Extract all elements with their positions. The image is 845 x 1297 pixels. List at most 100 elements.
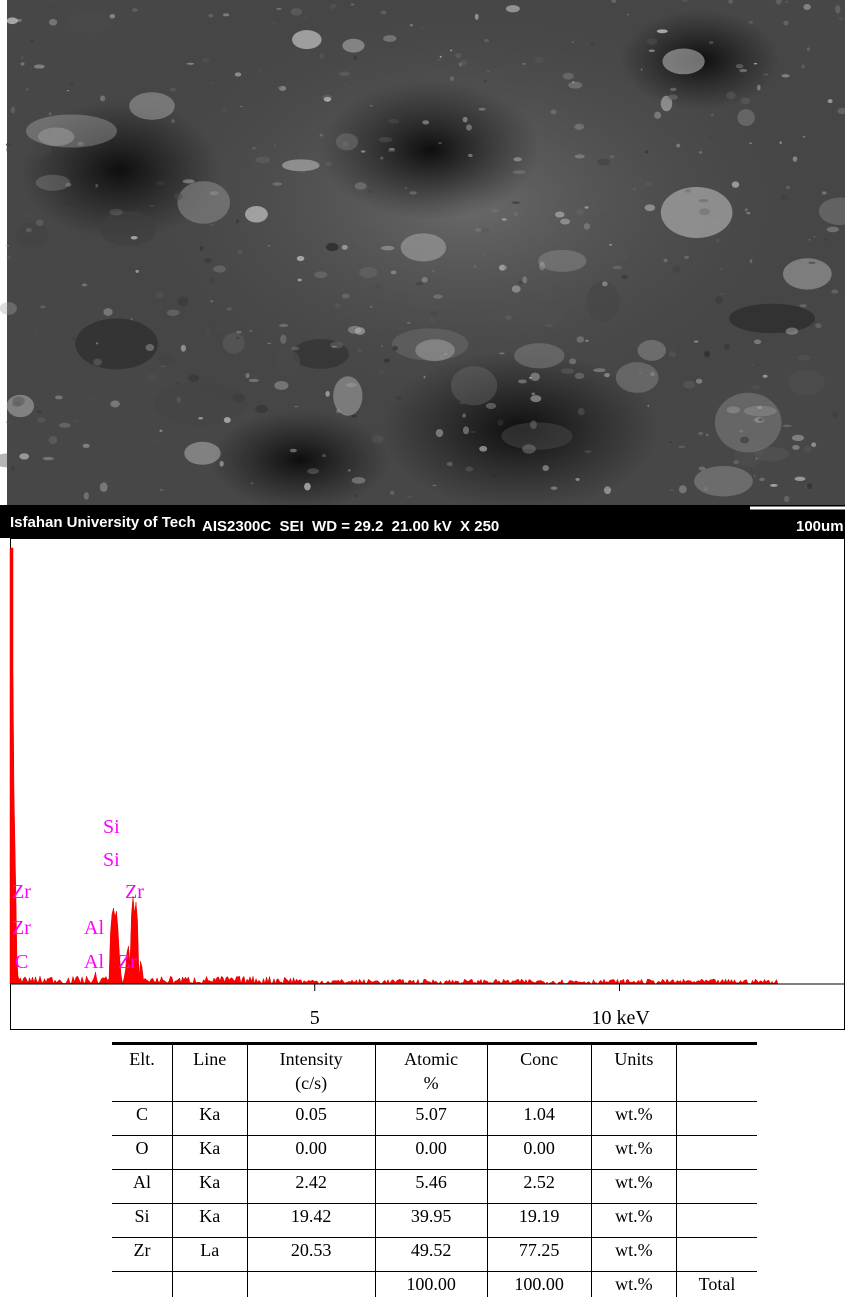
texture xyxy=(715,296,723,305)
texture xyxy=(226,307,232,311)
texture xyxy=(474,13,479,20)
texture xyxy=(304,482,311,491)
table-row: Zr La 20.53 49.52 77.25 wt.% xyxy=(112,1237,757,1272)
texture xyxy=(248,330,253,332)
texture xyxy=(709,135,713,139)
figure: Isfahan University of Tech AIS2300C SEI … xyxy=(0,0,845,1030)
texture xyxy=(222,13,230,17)
texture xyxy=(802,136,806,138)
texture xyxy=(169,87,177,92)
texture xyxy=(132,8,138,12)
texture xyxy=(351,477,366,484)
texture xyxy=(151,439,160,444)
texture xyxy=(763,73,769,76)
table-cell: 20.53 xyxy=(246,1237,376,1272)
texture xyxy=(99,95,106,102)
texture xyxy=(11,465,15,471)
texture xyxy=(531,392,536,396)
texture xyxy=(585,339,589,342)
texture xyxy=(37,127,75,146)
texture xyxy=(96,342,99,345)
texture xyxy=(73,420,78,423)
texture xyxy=(388,147,395,152)
texture xyxy=(678,485,687,494)
texture xyxy=(626,13,630,16)
table-cell: Zr xyxy=(112,1237,173,1272)
texture xyxy=(586,280,620,323)
texture xyxy=(34,331,37,333)
element-label: Zr xyxy=(118,951,137,973)
texture xyxy=(462,426,470,435)
texture xyxy=(654,111,662,120)
texture xyxy=(378,136,393,143)
texture xyxy=(558,50,564,53)
texture xyxy=(821,191,827,195)
texture xyxy=(219,460,224,467)
texture xyxy=(5,139,52,160)
texture xyxy=(782,224,792,231)
texture xyxy=(568,81,583,89)
element-label: Al xyxy=(84,951,104,973)
texture xyxy=(255,156,271,164)
texture xyxy=(797,354,811,361)
table-cell: wt.% xyxy=(590,1101,677,1136)
table-cell: Al xyxy=(112,1169,173,1204)
header-cell: Line xyxy=(171,1043,248,1102)
texture xyxy=(210,224,215,226)
texture xyxy=(693,340,699,343)
table-cell: Ka xyxy=(171,1135,248,1170)
texture xyxy=(354,182,367,190)
texture xyxy=(33,64,45,69)
texture xyxy=(423,172,429,176)
table-cell: wt.% xyxy=(590,1169,677,1204)
texture xyxy=(432,269,435,273)
texture xyxy=(831,289,839,294)
texture xyxy=(277,86,282,89)
texture xyxy=(481,252,486,257)
texture xyxy=(522,276,528,284)
texture xyxy=(466,124,472,131)
texture xyxy=(399,387,402,389)
table-cell: 39.95 xyxy=(374,1203,488,1238)
texture xyxy=(530,372,540,382)
texture xyxy=(646,38,658,45)
texture xyxy=(561,84,570,91)
texture xyxy=(380,156,384,160)
texture xyxy=(375,283,381,289)
texture xyxy=(19,453,30,460)
texture xyxy=(166,309,180,316)
table-cell xyxy=(676,1169,757,1204)
texture xyxy=(297,278,302,282)
texture xyxy=(390,270,397,275)
texture xyxy=(698,199,709,203)
texture xyxy=(698,151,703,154)
texture xyxy=(341,293,350,299)
texture xyxy=(806,47,811,52)
texture xyxy=(93,358,102,366)
texture xyxy=(584,450,592,453)
texture xyxy=(245,205,268,223)
texture xyxy=(400,233,447,262)
texture xyxy=(237,249,243,255)
texture xyxy=(220,108,228,113)
table-cell xyxy=(112,1271,173,1297)
texture xyxy=(440,354,445,359)
texture xyxy=(757,405,763,410)
texture xyxy=(357,349,362,352)
texture xyxy=(590,42,596,47)
texture xyxy=(160,365,166,367)
texture xyxy=(837,107,845,115)
texture xyxy=(429,318,436,323)
texture xyxy=(383,35,397,42)
table-cell: 2.42 xyxy=(246,1169,376,1204)
texture xyxy=(501,218,507,221)
texture xyxy=(153,382,246,426)
texture xyxy=(609,155,615,159)
texture xyxy=(513,212,519,217)
texture xyxy=(749,258,753,264)
texture xyxy=(345,382,357,388)
texture xyxy=(184,441,221,465)
texture xyxy=(469,430,476,434)
table-row: Si Ka 19.42 39.95 19.19 wt.% xyxy=(112,1203,757,1238)
texture xyxy=(621,274,628,280)
